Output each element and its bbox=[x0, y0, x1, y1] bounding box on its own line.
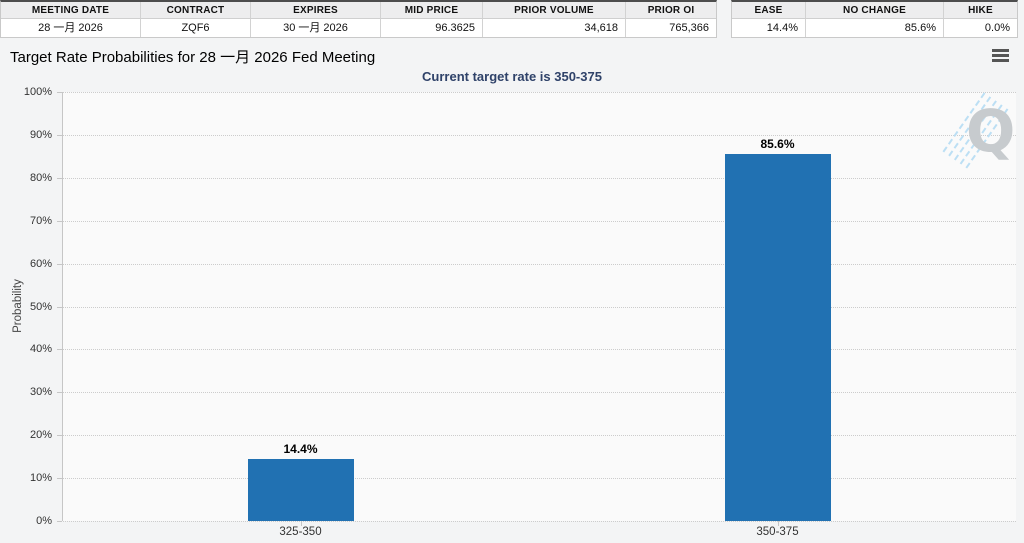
gridline bbox=[63, 349, 1016, 351]
y-tick-mark bbox=[57, 435, 62, 437]
y-tick-label: 20% bbox=[29, 429, 52, 442]
value-meeting-date: 28 一月 2026 bbox=[1, 19, 141, 37]
probability-table-data-row: 14.4% 85.6% 0.0% bbox=[732, 19, 1017, 37]
header-meeting-date: MEETING DATE bbox=[1, 2, 141, 19]
x-axis-category-label: 350-375 bbox=[756, 526, 799, 538]
contract-table-header-row: MEETING DATE CONTRACT EXPIRES MID PRICE … bbox=[1, 2, 716, 19]
gridline bbox=[63, 521, 1016, 522]
value-expires: 30 一月 2026 bbox=[251, 19, 381, 37]
bar-350-375 bbox=[724, 153, 831, 521]
y-tick-label: 40% bbox=[29, 343, 52, 356]
probability-table-header-row: EASE NO CHANGE HIKE bbox=[732, 2, 1017, 19]
x-tick-mark bbox=[777, 521, 779, 526]
hamburger-icon bbox=[989, 49, 1013, 62]
header-contract: CONTRACT bbox=[141, 2, 251, 19]
watermark-logo: Q bbox=[942, 92, 1020, 170]
chart-menu-button[interactable] bbox=[989, 49, 1013, 68]
value-prior-oi: 765,366 bbox=[626, 19, 716, 37]
header-prior-oi: PRIOR OI bbox=[626, 2, 716, 19]
plot-area bbox=[62, 92, 1016, 522]
y-tick-label: 30% bbox=[29, 386, 52, 399]
y-tick-mark bbox=[57, 478, 62, 480]
rate-move-probability-table: EASE NO CHANGE HIKE 14.4% 85.6% 0.0% bbox=[731, 0, 1018, 38]
header-mid-price: MID PRICE bbox=[381, 2, 483, 19]
gridline bbox=[63, 92, 1016, 93]
x-tick-mark bbox=[300, 521, 302, 526]
x-axis-category-label: 325-350 bbox=[279, 526, 322, 538]
value-contract: ZQF6 bbox=[141, 19, 251, 37]
chart-subtitle: Current target rate is 350-375 bbox=[422, 69, 602, 84]
header-hike: HIKE bbox=[944, 2, 1017, 19]
header-prior-volume: PRIOR VOLUME bbox=[483, 2, 626, 19]
y-tick-mark bbox=[57, 392, 62, 394]
value-no-change: 85.6% bbox=[806, 19, 944, 37]
y-tick-label: 10% bbox=[29, 472, 52, 485]
contract-info-table: MEETING DATE CONTRACT EXPIRES MID PRICE … bbox=[0, 0, 717, 38]
gridline bbox=[63, 263, 1016, 265]
y-tick-mark bbox=[57, 349, 62, 351]
y-tick-label: 100% bbox=[23, 86, 52, 98]
y-tick-mark bbox=[57, 521, 62, 522]
y-tick-label: 90% bbox=[29, 128, 52, 141]
value-ease: 14.4% bbox=[732, 19, 806, 37]
header-no-change: NO CHANGE bbox=[806, 2, 944, 19]
gridline bbox=[63, 392, 1016, 394]
y-tick-mark bbox=[57, 263, 62, 265]
bar-325-350 bbox=[247, 459, 354, 521]
bar-value-label: 85.6% bbox=[760, 136, 795, 151]
chart-title: Target Rate Probabilities for 28 一月 2026… bbox=[10, 49, 376, 66]
gridline bbox=[63, 435, 1016, 437]
y-tick-label: 0% bbox=[36, 515, 52, 527]
gridline bbox=[63, 220, 1016, 222]
value-hike: 0.0% bbox=[944, 19, 1017, 37]
header-ease: EASE bbox=[732, 2, 806, 19]
watermark-q-letter: Q bbox=[966, 97, 1016, 165]
y-tick-mark bbox=[57, 134, 62, 136]
gridline bbox=[63, 478, 1016, 480]
y-tick-mark bbox=[57, 177, 62, 179]
y-tick-mark bbox=[57, 306, 62, 308]
value-mid-price: 96.3625 bbox=[381, 19, 483, 37]
bar-value-label: 14.4% bbox=[283, 442, 318, 457]
header-expires: EXPIRES bbox=[251, 2, 381, 19]
y-tick-mark bbox=[57, 220, 62, 222]
y-tick-label: 80% bbox=[29, 171, 52, 184]
y-tick-mark bbox=[57, 92, 62, 93]
gridline bbox=[63, 134, 1016, 136]
y-tick-label: 70% bbox=[29, 214, 52, 227]
gridline bbox=[63, 306, 1016, 308]
value-prior-volume: 34,618 bbox=[483, 19, 626, 37]
y-tick-label: 50% bbox=[29, 300, 52, 313]
contract-table-data-row: 28 一月 2026 ZQF6 30 一月 2026 96.3625 34,61… bbox=[1, 19, 716, 37]
y-tick-label: 60% bbox=[29, 257, 52, 270]
gridline bbox=[63, 177, 1016, 179]
